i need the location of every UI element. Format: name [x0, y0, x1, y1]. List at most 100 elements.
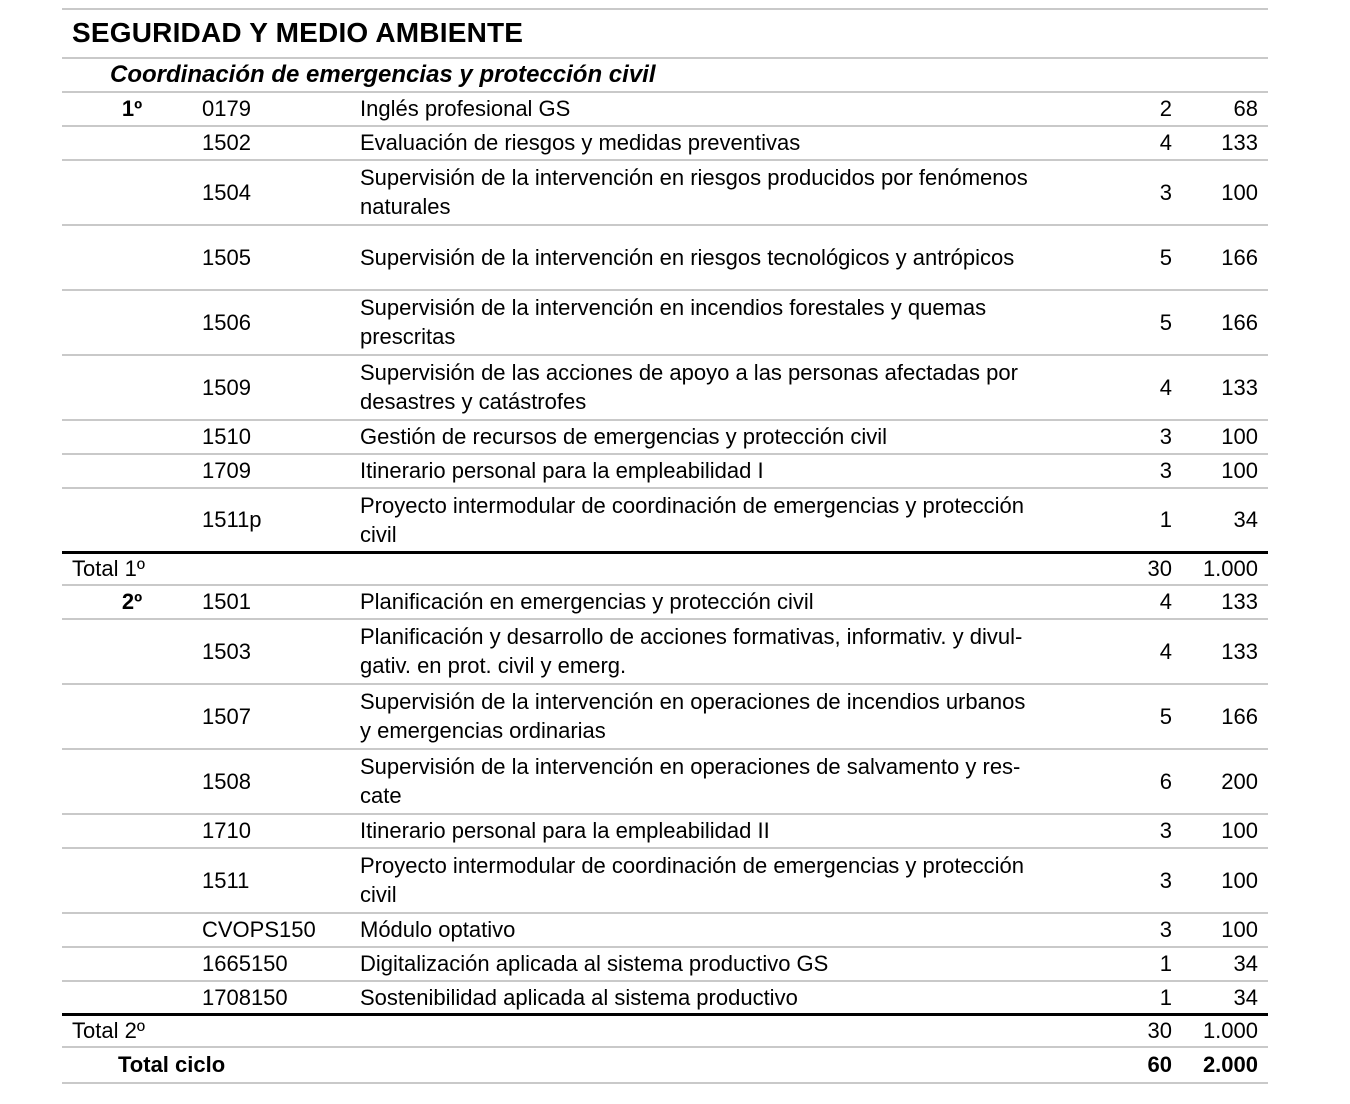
total-label-cell: Total 1º [72, 556, 145, 582]
module-name-cell: Módulo optativo [360, 917, 516, 943]
total-hours-cell: 100 [1221, 424, 1258, 450]
module-name-cell: Planificación y desarrollo de acciones f… [360, 624, 1023, 679]
module-name-cell: Itinerario personal para la empleabilida… [360, 818, 770, 844]
family-header-row: SEGURIDAD Y MEDIO AMBIENTE [62, 10, 1268, 59]
module-row: 1511 Proyecto intermodular de coordinaci… [62, 849, 1268, 914]
module-row: 1710 Itinerario personal para la empleab… [62, 815, 1268, 849]
module-row: 1665150 Digitalización aplicada al siste… [62, 948, 1268, 982]
weekly-hours-cell: 4 [1159, 638, 1172, 664]
module-row: 1709 Itinerario personal para la empleab… [62, 455, 1268, 489]
total-hours-cell: 166 [1221, 309, 1258, 335]
module-row: 1708150 Sostenibilidad aplicada al siste… [62, 982, 1268, 1016]
module-code-cell: 1504 [202, 179, 251, 205]
total-hours-cell: 34 [1233, 951, 1258, 977]
module-row: 1507 Supervisión de la intervención en o… [62, 685, 1268, 750]
module-name-cell: Digitalización aplicada al sistema produ… [360, 951, 829, 977]
module-name-cell: Proyecto intermodular de coordinación de… [360, 492, 1025, 547]
weekly-hours-cell: 3 [1159, 867, 1172, 893]
weekly-hours-cell: 5 [1159, 309, 1172, 335]
module-code-cell: 1502 [202, 130, 251, 156]
weekly-hours-cell: 5 [1159, 244, 1172, 270]
module-name-cell: Supervisión de la intervención en riesgo… [360, 165, 1028, 220]
module-name-cell: Planificación en emergencias y protecció… [360, 589, 814, 615]
module-code-cell: 1509 [202, 374, 251, 400]
total-row: Total ciclo 60 2.000 [62, 1048, 1268, 1084]
total-hours-cell: 100 [1221, 179, 1258, 205]
module-code-cell: 1510 [202, 424, 251, 450]
total-hours-cell: 100 [1221, 818, 1258, 844]
module-code-cell: 1709 [202, 458, 251, 484]
cycle-header-row: Coordinación de emergencias y protección… [62, 59, 1268, 93]
module-row: 1510 Gestión de recursos de emergencias … [62, 421, 1268, 455]
module-code-cell: 1511 [202, 867, 250, 893]
module-code-cell: 0179 [202, 96, 251, 122]
module-row: 1505 Supervisión de la intervención en r… [62, 226, 1268, 291]
module-row: 1508 Supervisión de la intervención en o… [62, 750, 1268, 815]
total-hours-cell: 133 [1221, 638, 1258, 664]
module-code-cell: 1708150 [202, 984, 288, 1010]
weekly-hours-cell: 4 [1159, 374, 1172, 400]
weekly-hours-cell: 3 [1159, 458, 1172, 484]
total-row: Total 1º 30 1.000 [62, 554, 1268, 586]
total-hours-cell: 2.000 [1202, 1052, 1258, 1078]
module-code-cell: 1503 [202, 638, 251, 664]
module-row: CVOPS150 Módulo optativo 3 100 [62, 914, 1268, 948]
module-name-cell: Proyecto intermodular de coordinación de… [360, 853, 1025, 908]
module-row: 2º 1501 Planificación en emergencias y p… [62, 586, 1268, 620]
module-row: 1504 Supervisión de la intervención en r… [62, 161, 1268, 226]
module-row: 1511p Proyecto intermodular de coordinac… [62, 489, 1268, 554]
module-code-cell: 1505 [202, 244, 251, 270]
weekly-hours-cell: 3 [1159, 818, 1172, 844]
total-label-cell: Total ciclo [118, 1052, 226, 1078]
module-row: 1506 Supervisión de la intervención en i… [62, 291, 1268, 356]
weekly-hours-cell: 5 [1159, 703, 1172, 729]
module-code-cell: 1710 [202, 818, 251, 844]
total-hours-cell: 100 [1221, 867, 1258, 893]
total-hours-cell: 68 [1233, 96, 1258, 122]
module-code-cell: 1501 [202, 589, 251, 615]
module-name-cell: Sostenibilidad aplicada al sistema produ… [360, 984, 798, 1010]
module-name-cell: Itinerario personal para la empleabilida… [360, 458, 764, 484]
total-hours-cell: 34 [1233, 984, 1258, 1010]
weekly-hours-cell: 1 [1159, 984, 1172, 1010]
total-row: Total 2º 30 1.000 [62, 1016, 1268, 1048]
weekly-hours-cell: 3 [1159, 424, 1172, 450]
weekly-hours-cell: 60 [1147, 1052, 1172, 1078]
total-hours-cell: 166 [1221, 703, 1258, 729]
module-name-cell: Supervisión de la intervención en operac… [360, 689, 1026, 744]
module-code-cell: CVOPS150 [202, 917, 316, 943]
total-hours-cell: 133 [1221, 130, 1258, 156]
weekly-hours-cell: 4 [1159, 589, 1172, 615]
weekly-hours-cell: 30 [1147, 1018, 1172, 1044]
cycle-title: Coordinación de emergencias y protección… [110, 61, 656, 88]
total-hours-cell: 1.000 [1202, 556, 1258, 582]
module-name-cell: Supervisión de la intervención en incend… [360, 295, 987, 350]
module-code-cell: 1511p [202, 507, 262, 533]
weekly-hours-cell: 6 [1159, 768, 1172, 794]
module-row: 1º 0179 Inglés profesional GS 2 68 [62, 93, 1268, 127]
weekly-hours-cell: 3 [1159, 179, 1172, 205]
module-name-cell: Supervisión de la intervención en riesgo… [360, 244, 1015, 270]
total-hours-cell: 200 [1221, 768, 1258, 794]
year-cell: 1º [121, 96, 143, 122]
weekly-hours-cell: 30 [1147, 556, 1172, 582]
total-label-cell: Total 2º [72, 1018, 145, 1044]
module-code-cell: 1508 [202, 768, 251, 794]
total-hours-cell: 166 [1221, 244, 1258, 270]
module-name-cell: Evaluación de riesgos y medidas preventi… [360, 130, 801, 156]
module-code-cell: 1506 [202, 309, 251, 335]
module-name-cell: Supervisión de las acciones de apoyo a l… [360, 360, 1018, 415]
family-title: SEGURIDAD Y MEDIO AMBIENTE [72, 17, 524, 49]
module-row: 1509 Supervisión de las acciones de apoy… [62, 356, 1268, 421]
module-code-cell: 1507 [202, 703, 251, 729]
total-hours-cell: 133 [1221, 589, 1258, 615]
module-name-cell: Supervisión de la intervención en operac… [360, 754, 1021, 809]
weekly-hours-cell: 3 [1159, 917, 1172, 943]
total-hours-cell: 1.000 [1202, 1018, 1258, 1044]
weekly-hours-cell: 1 [1159, 951, 1172, 977]
module-rows: 1º 0179 Inglés profesional GS 2 68 1502 … [62, 93, 1268, 1084]
curriculum-table: SEGURIDAD Y MEDIO AMBIENTE Coordinación … [62, 8, 1268, 1084]
module-row: 1503 Planificación y desarrollo de accio… [62, 620, 1268, 685]
module-name-cell: Gestión de recursos de emergencias y pro… [360, 424, 888, 450]
